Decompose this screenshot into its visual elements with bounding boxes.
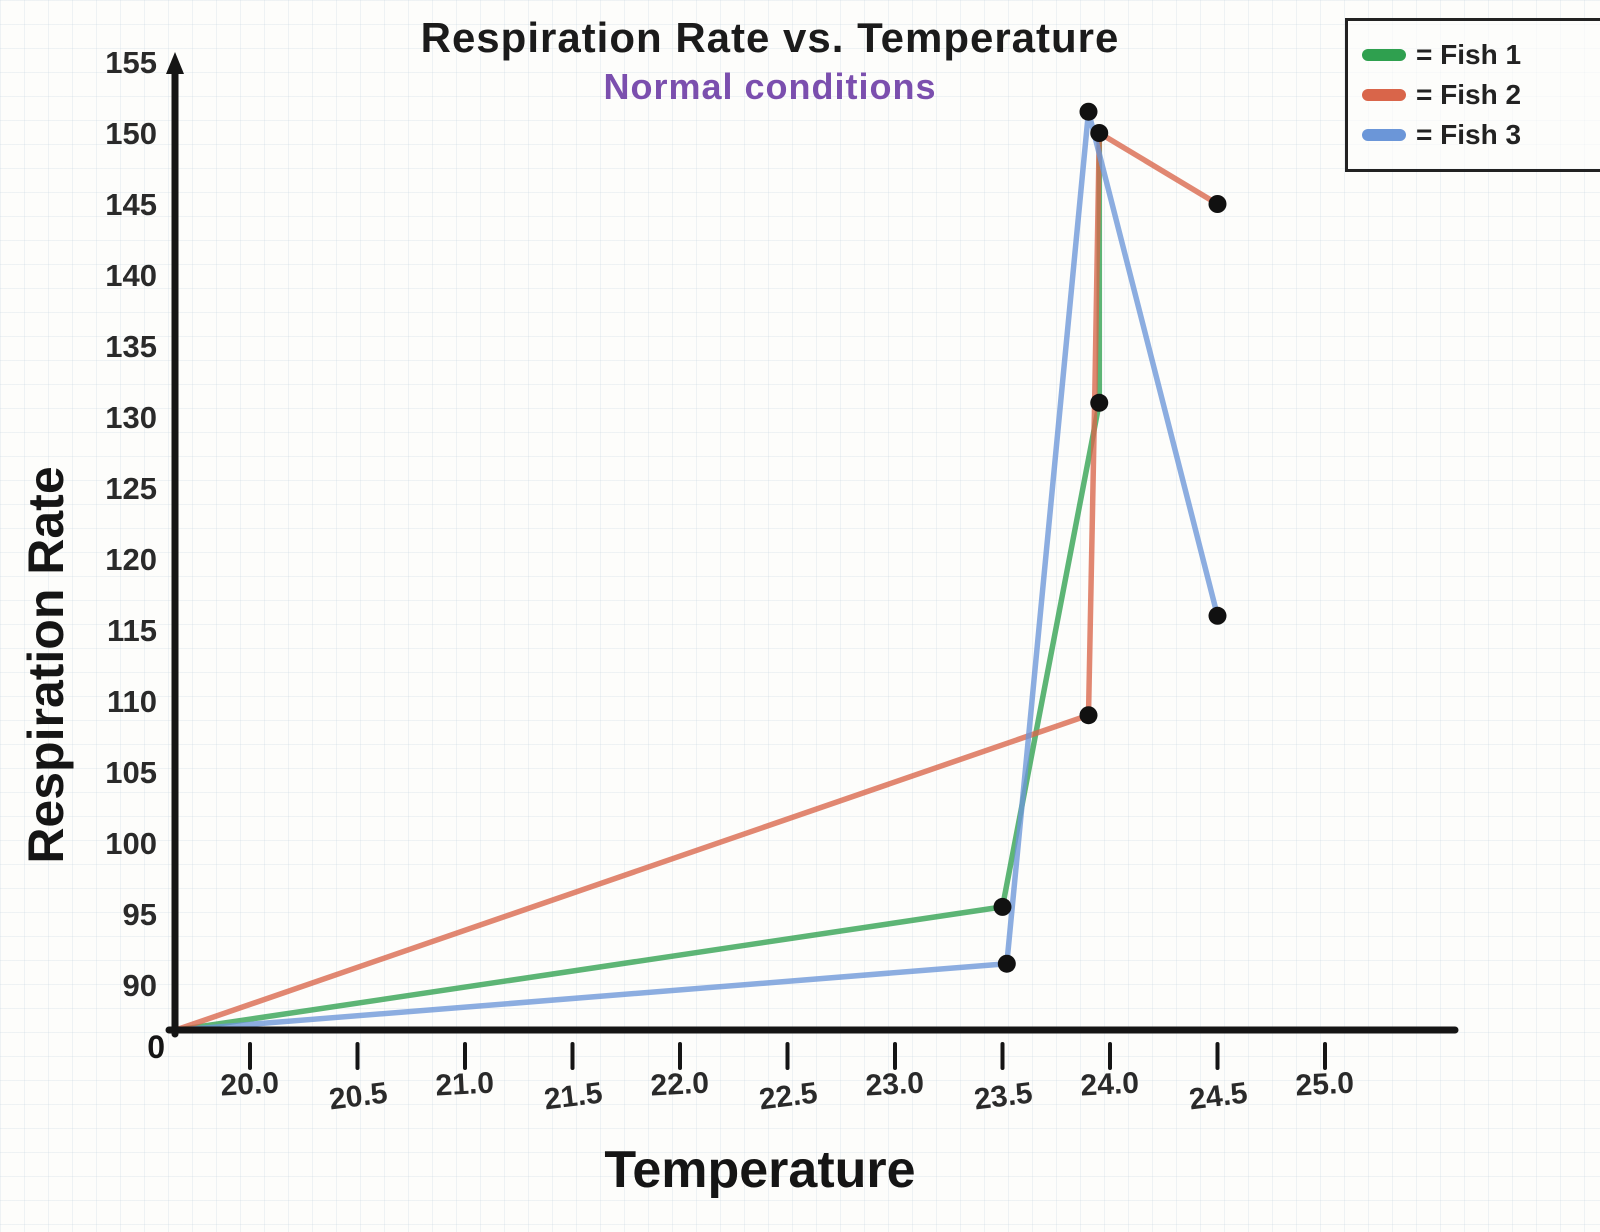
series-line-fish-2: [171, 130, 1221, 1034]
legend-swatch-icon: [1362, 49, 1406, 61]
legend: = Fish 1 = Fish 2 = Fish 3: [1345, 18, 1600, 172]
chart-subtitle: Normal conditions: [603, 66, 937, 107]
data-point-marker: [1079, 706, 1098, 725]
y-axis-arrow-icon: [166, 52, 184, 74]
x-tick-label: 20.5: [327, 1077, 389, 1117]
y-tick-label: 125: [105, 471, 157, 506]
y-tick-label: 135: [105, 329, 157, 364]
legend-item: = Fish 2: [1362, 79, 1592, 111]
legend-label: = Fish 2: [1416, 79, 1522, 110]
data-point-marker: [1090, 124, 1109, 142]
x-tick-label: 24.5: [1187, 1077, 1249, 1117]
y-tick-label: 90: [123, 968, 157, 1003]
x-tick-label: 22.5: [757, 1077, 819, 1117]
data-point-marker: [993, 897, 1012, 916]
chart-title: Respiration Rate vs. Temperature: [420, 14, 1120, 61]
data-point-marker: [1208, 606, 1227, 625]
legend-item: = Fish 1: [1362, 39, 1592, 71]
series-line-fish-3: [171, 108, 1221, 1034]
data-point-marker: [997, 954, 1016, 973]
legend-swatch-icon: [1362, 129, 1406, 141]
y-tick-label: 140: [105, 258, 157, 293]
y-tick-label: 155: [105, 45, 157, 80]
origin-label: 0: [147, 1029, 165, 1065]
data-point-marker: [1208, 195, 1227, 213]
legend-swatch-icon: [1362, 89, 1406, 101]
y-tick-label: 145: [105, 187, 157, 222]
y-tick-label: 150: [105, 116, 157, 151]
data-point-marker: [1079, 102, 1098, 121]
x-axis-label: Temperature: [604, 1141, 916, 1199]
y-tick-label: 105: [105, 755, 157, 790]
legend-label: = Fish 1: [1416, 39, 1522, 70]
y-tick-label: 120: [105, 542, 157, 577]
y-tick-label: 100: [105, 826, 157, 861]
y-tick-label: 110: [107, 684, 157, 719]
legend-item: = Fish 3: [1362, 119, 1592, 151]
series-line-fish-1: [171, 130, 1103, 1034]
data-point-marker: [1090, 393, 1109, 412]
x-tick-label: 23.5: [972, 1077, 1034, 1117]
y-tick-label: 95: [123, 897, 157, 932]
x-tick-label: 21.0: [435, 1067, 495, 1103]
y-axis-label: Respiration Rate: [18, 466, 74, 864]
x-tick-label: 22.0: [650, 1067, 710, 1103]
x-tick-label: 20.0: [220, 1067, 280, 1103]
y-tick-label: 130: [105, 400, 157, 435]
x-tick-label: 25.0: [1295, 1067, 1355, 1103]
x-tick-label: 24.0: [1080, 1067, 1140, 1103]
x-tick-label: 23.0: [865, 1067, 925, 1103]
legend-label: = Fish 3: [1416, 119, 1522, 150]
x-tick-label: 21.5: [542, 1077, 604, 1117]
y-tick-label: 115: [107, 613, 157, 648]
